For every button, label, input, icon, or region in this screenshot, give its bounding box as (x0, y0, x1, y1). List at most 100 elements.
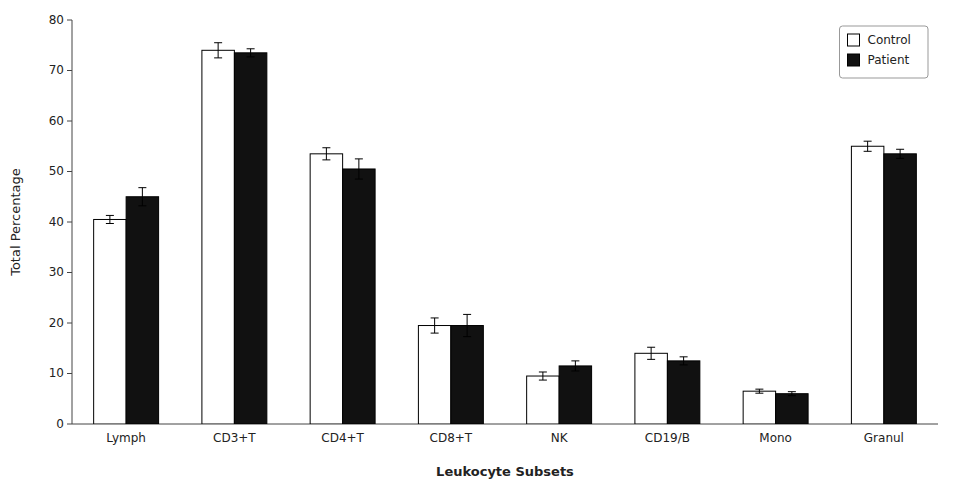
bar (743, 391, 775, 424)
error-cap (247, 56, 255, 57)
y-tick-label: 20 (49, 316, 64, 330)
error-cap (106, 215, 114, 216)
legend-label: Control (868, 33, 911, 47)
chart-svg: 01020304050607080Total PercentageLymphCD… (0, 0, 960, 494)
error-bar (755, 389, 763, 393)
y-tick-label: 40 (49, 215, 64, 229)
error-bar (864, 141, 872, 151)
x-tick-label: Mono (759, 431, 792, 445)
x-tick-label: Granul (864, 431, 904, 445)
y-tick-label: 10 (49, 366, 64, 380)
y-axis-label: Total Percentage (8, 168, 23, 277)
y-axis: 0 10 20 30 40 50 60 70 80 (49, 13, 72, 431)
legend-box (840, 26, 929, 78)
error-line (900, 149, 901, 158)
error-line (683, 357, 684, 365)
y-tick (67, 20, 72, 21)
error-line (759, 389, 760, 393)
error-bar (539, 372, 547, 380)
x-axis: LymphCD3+TCD4+TCD8+TNKCD19/BMonoGranul (72, 424, 938, 445)
error-cap (647, 347, 655, 348)
error-cap (680, 356, 688, 357)
y-tick (67, 121, 72, 122)
error-cap (539, 380, 547, 381)
bar (418, 326, 450, 424)
error-bar (322, 148, 330, 160)
error-line (434, 318, 435, 333)
error-cap (788, 391, 796, 392)
error-cap (247, 48, 255, 49)
y-tick (67, 323, 72, 324)
y-tick-label: 30 (49, 265, 64, 279)
bar (343, 169, 375, 424)
error-line (651, 347, 652, 359)
bar (234, 53, 266, 424)
error-line (867, 141, 868, 151)
chart-container: 01020304050607080Total PercentageLymphCD… (0, 0, 960, 494)
y-tick (67, 424, 72, 425)
error-bar (106, 215, 114, 223)
error-cap (647, 359, 655, 360)
error-cap (355, 179, 363, 180)
error-line (218, 43, 219, 58)
page: {"chart_data": { "type": "bar", "xlabel"… (0, 0, 960, 494)
error-cap (864, 151, 872, 152)
error-cap (864, 141, 872, 142)
error-bar (896, 149, 904, 158)
error-cap (355, 158, 363, 159)
error-cap (463, 314, 471, 315)
legend-swatch (848, 34, 860, 46)
error-cap (431, 333, 439, 334)
x-tick-label: CD3+T (213, 431, 256, 445)
bar (202, 50, 234, 424)
error-bar (463, 314, 471, 336)
error-line (250, 49, 251, 57)
error-cap (680, 364, 688, 365)
x-axis-label: Leukocyte Subsets (436, 464, 574, 479)
error-cap (431, 317, 439, 318)
x-tick-label: CD4+T (321, 431, 364, 445)
error-bar (214, 43, 222, 58)
y-tick (67, 373, 72, 374)
error-line (109, 215, 110, 223)
bar (451, 326, 483, 424)
x-tick-label: NK (551, 431, 569, 445)
error-cap (463, 336, 471, 337)
error-cap (214, 57, 222, 58)
legend-swatch (848, 54, 860, 66)
error-cap (788, 395, 796, 396)
error-cap (571, 370, 579, 371)
y-tick-label: 50 (49, 164, 64, 178)
error-line (542, 372, 543, 380)
error-bar (355, 159, 363, 179)
y-tick-label: 60 (49, 114, 64, 128)
bars (94, 43, 917, 424)
error-cap (896, 158, 904, 159)
error-cap (755, 393, 763, 394)
error-cap (755, 389, 763, 390)
y-tick (67, 222, 72, 223)
bar (884, 154, 916, 424)
bar (559, 366, 591, 424)
error-line (791, 392, 792, 396)
error-cap (571, 360, 579, 361)
error-line (358, 159, 359, 179)
error-line (326, 148, 327, 160)
series (94, 43, 884, 424)
error-bar (431, 318, 439, 333)
error-cap (138, 205, 146, 206)
y-tick (67, 272, 72, 273)
error-cap (539, 371, 547, 372)
error-bar (647, 347, 655, 359)
x-tick-label: CD19/B (645, 431, 690, 445)
bar (527, 376, 559, 424)
y-tick-label: 0 (56, 417, 64, 431)
error-bar (680, 357, 688, 365)
error-cap (106, 223, 114, 224)
legend: Control Patient (840, 26, 929, 78)
legend-label: Patient (868, 53, 910, 67)
bar (310, 154, 342, 424)
y-tick-label: 70 (49, 63, 64, 77)
y-tick-label: 80 (49, 13, 64, 27)
error-cap (138, 187, 146, 188)
